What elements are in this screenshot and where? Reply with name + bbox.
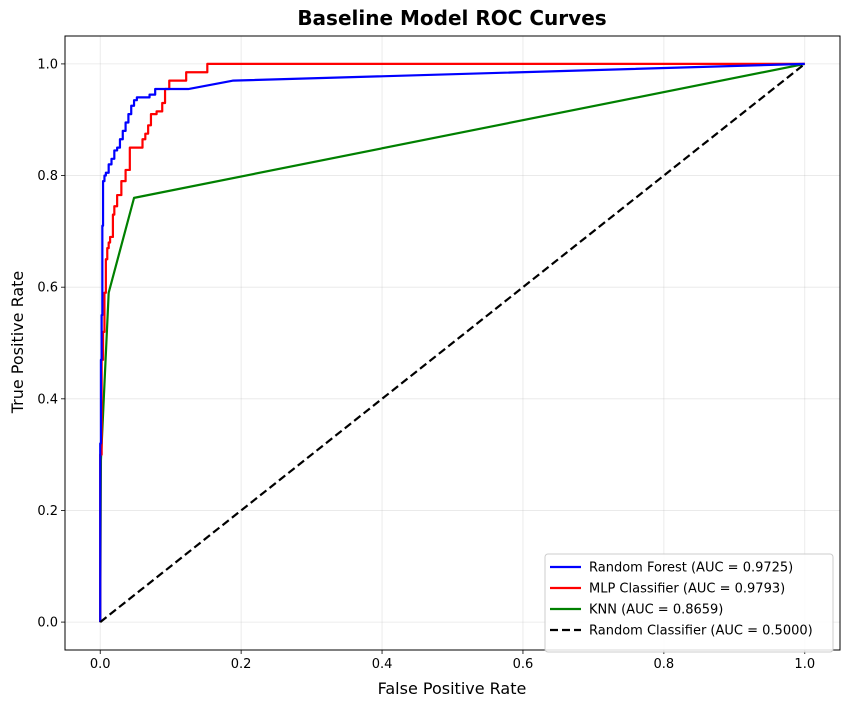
legend-frame xyxy=(544,553,834,653)
plot-frame xyxy=(64,35,841,651)
legend-label-3: Random Classifier (AUC = 0.5000) xyxy=(589,624,813,639)
x-axis-label: False Positive Rate xyxy=(378,679,527,698)
chart-title: Baseline Model ROC Curves xyxy=(297,6,606,30)
y-tick-label: 1.0 xyxy=(37,57,58,72)
series-lines xyxy=(99,62,806,623)
x-tick-label: 0.6 xyxy=(513,657,534,672)
legend-label-0: Random Forest (AUC = 0.9725) xyxy=(589,561,793,576)
y-tick-label: 0.8 xyxy=(37,169,58,184)
x-tick-label: 1.0 xyxy=(794,657,815,672)
y-tick-label: 0.2 xyxy=(37,504,58,519)
legend-label-2: KNN (AUC = 0.8659) xyxy=(589,603,723,618)
y-tick-label: 0.6 xyxy=(37,281,58,296)
y-tick-label: 0.0 xyxy=(37,616,58,631)
x-tick-label: 0.2 xyxy=(231,657,252,672)
series-line-3 xyxy=(99,63,806,623)
axis-ticks: 0.0 0.2 0.4 0.6 0.8 1.0 0.0 0.2 0.4 0.6 0.8 1.0 xyxy=(37,57,815,672)
grid xyxy=(65,36,840,650)
x-tick-label: 0.0 xyxy=(90,657,111,672)
y-tick-label: 0.4 xyxy=(37,392,58,407)
y-axis-label: True Positive Rate xyxy=(8,271,27,415)
legend: Random Forest (AUC = 0.9725) MLP Classifi… xyxy=(544,553,834,653)
x-tick-label: 0.4 xyxy=(372,657,393,672)
series-line-0 xyxy=(99,62,805,623)
legend-label-1: MLP Classifier (AUC = 0.9793) xyxy=(589,582,785,597)
x-tick-label: 0.8 xyxy=(654,657,675,672)
series-line-1 xyxy=(99,62,805,623)
